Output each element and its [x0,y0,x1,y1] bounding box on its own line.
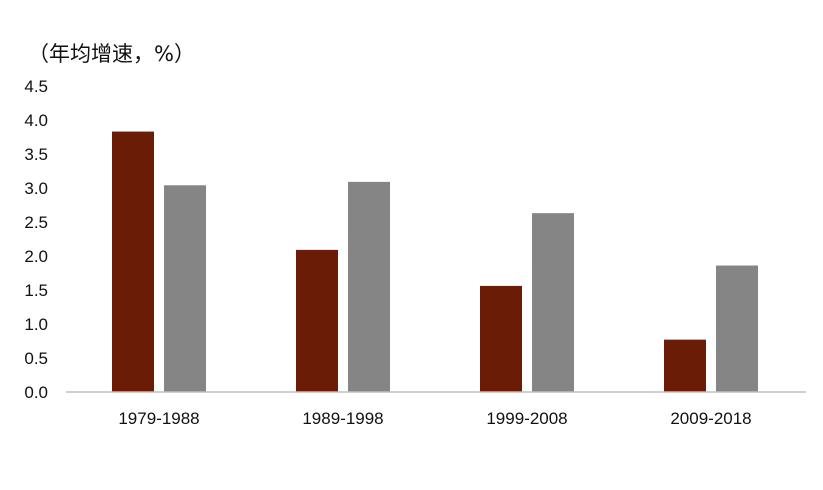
y-tick-label: 2.5 [24,213,48,232]
bar-series-1-1999-2008 [480,285,522,392]
y-tick-label: 4.5 [24,77,48,96]
bar-series-1-2009-2018 [664,339,706,392]
bar-series-2-1979-1988 [164,185,206,392]
bar-series-2-2009-2018 [716,265,758,392]
y-tick-label: 3.0 [24,179,48,198]
y-tick-label: 0.0 [24,383,48,402]
bar-series-2-1989-1998 [348,181,390,392]
y-tick-label: 4.0 [24,111,48,130]
bar-series-group [112,131,758,392]
x-axis-categories: 1979-1988 1989-1998 1999-2008 2009-2018 [118,409,751,428]
y-tick-label: 1.0 [24,315,48,334]
y-tick-label: 2.0 [24,247,48,266]
x-category-label: 1999-2008 [486,409,567,428]
bar-series-1-1979-1988 [112,131,154,392]
y-tick-label: 0.5 [24,349,48,368]
y-axis-ticks: 0.0 0.5 1.0 1.5 2.0 2.5 3.0 3.5 4.0 4.5 [24,77,48,402]
bar-series-2-1999-2008 [532,213,574,392]
y-axis-unit-label: （年均增速，%） [28,42,195,66]
bar-series-1-1989-1998 [296,249,338,392]
x-category-label: 1979-1988 [118,409,199,428]
x-category-label: 1989-1998 [302,409,383,428]
y-tick-label: 1.5 [24,281,48,300]
y-tick-label: 3.5 [24,145,48,164]
x-category-label: 2009-2018 [670,409,751,428]
